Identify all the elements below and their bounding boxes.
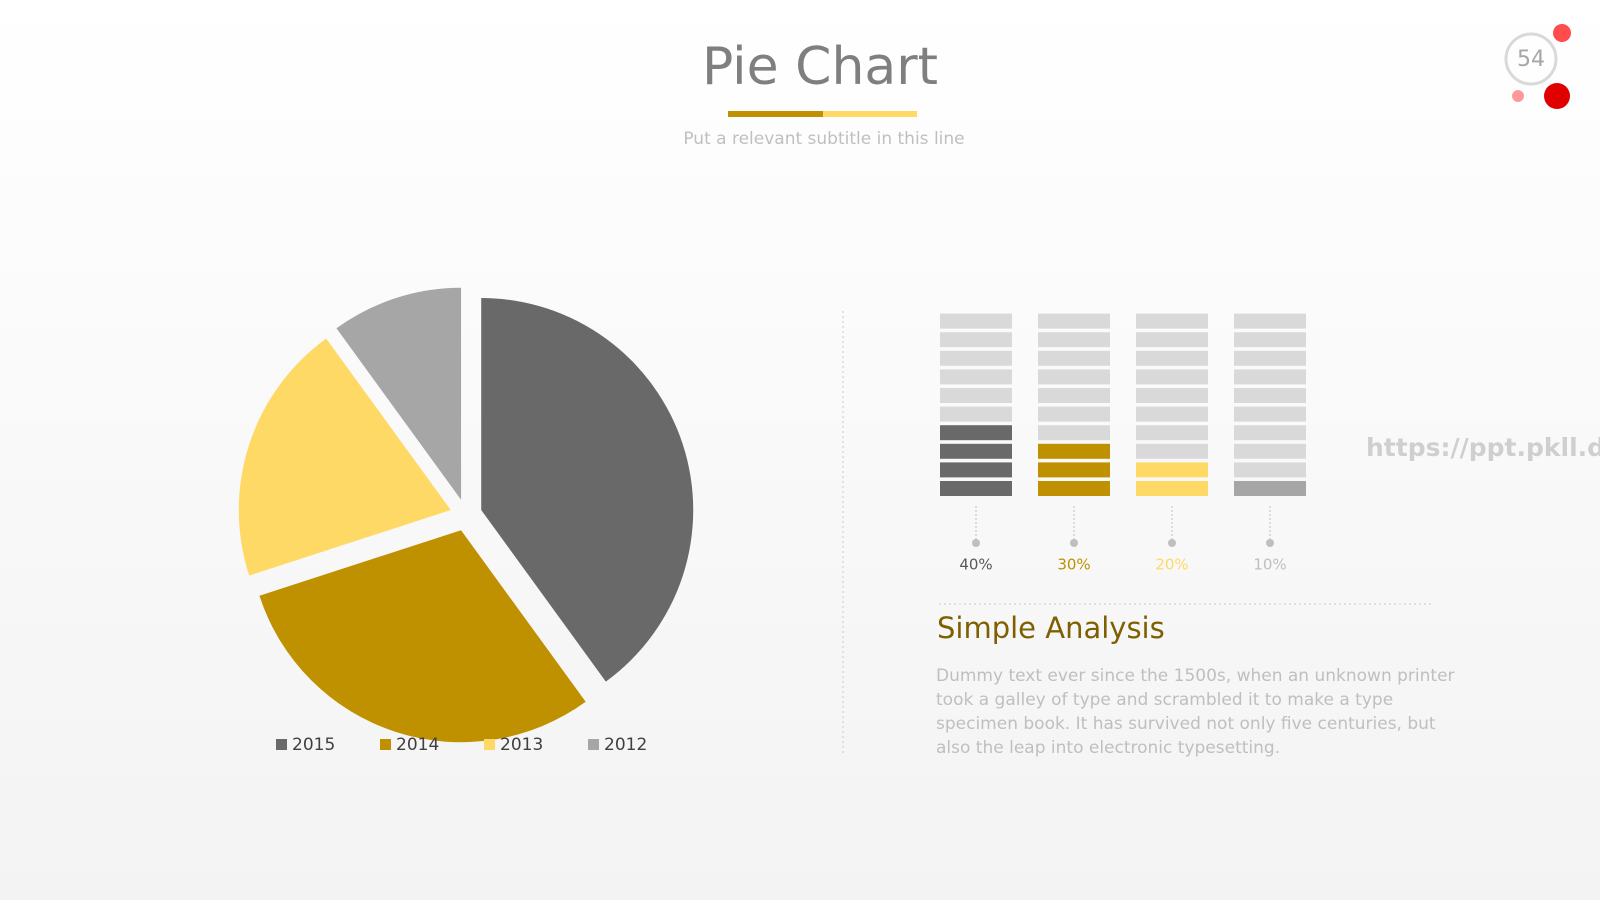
- value-label: 20%: [1155, 556, 1188, 574]
- decor-dot: [1544, 83, 1570, 109]
- legend-swatch: [588, 739, 599, 750]
- title-underline: [823, 111, 917, 117]
- heading: Simple Analysis: [937, 611, 1165, 645]
- empty-block: [1234, 425, 1306, 441]
- level-block: [940, 481, 1012, 496]
- legend-swatch: [484, 739, 495, 750]
- pie-slice: [336, 287, 462, 500]
- level-block: [1038, 443, 1110, 459]
- empty-block: [1136, 406, 1208, 422]
- level-block: [1136, 481, 1208, 496]
- empty-block: [940, 388, 1012, 403]
- empty-block: [1234, 313, 1306, 329]
- empty-block: [1038, 332, 1110, 348]
- empty-block: [1136, 443, 1208, 459]
- title: Pie Chart: [702, 37, 938, 97]
- empty-block: [1234, 332, 1306, 348]
- empty-block: [940, 369, 1012, 385]
- connector-dot: [1070, 539, 1078, 547]
- legend-swatch: [380, 739, 391, 750]
- empty-block: [940, 406, 1012, 422]
- empty-block: [940, 332, 1012, 348]
- value-label: 40%: [959, 556, 992, 574]
- page-badge: [1504, 32, 1558, 86]
- connector-dot: [972, 539, 980, 547]
- empty-block: [1234, 350, 1306, 366]
- empty-block: [1038, 425, 1110, 441]
- level-block: [940, 425, 1012, 441]
- page-number: 54: [1517, 47, 1545, 72]
- empty-block: [1038, 313, 1110, 329]
- empty-block: [1234, 462, 1306, 478]
- body-text: Dummy text ever since the 1500s, when an…: [936, 666, 1455, 758]
- empty-block: [1136, 425, 1208, 441]
- empty-block: [1234, 406, 1306, 422]
- legend-label: 2014: [396, 735, 439, 755]
- pie-slice: [259, 530, 586, 743]
- empty-block: [1234, 369, 1306, 385]
- empty-block: [1234, 443, 1306, 459]
- empty-block: [1234, 388, 1306, 403]
- legend-swatch: [276, 739, 287, 750]
- pie-slice: [481, 298, 694, 682]
- value-label: 30%: [1057, 556, 1090, 574]
- empty-block: [1136, 350, 1208, 366]
- value-label: 10%: [1253, 556, 1286, 574]
- empty-block: [940, 313, 1012, 329]
- level-block: [1038, 462, 1110, 478]
- empty-block: [1038, 369, 1110, 385]
- pie-slice: [238, 338, 451, 576]
- decor-dot: [1553, 24, 1571, 42]
- subtitle: Put a relevant subtitle in this line: [683, 129, 964, 149]
- empty-block: [1136, 369, 1208, 385]
- empty-block: [1038, 388, 1110, 403]
- title-underline: [728, 111, 823, 117]
- level-block: [1038, 481, 1110, 496]
- legend-label: 2015: [292, 735, 335, 755]
- empty-block: [1038, 406, 1110, 422]
- decor-dot: [1512, 90, 1524, 102]
- level-block: [940, 462, 1012, 478]
- level-block: [1234, 481, 1306, 496]
- legend-label: 2012: [604, 735, 647, 755]
- empty-block: [1136, 313, 1208, 329]
- watermark: https://ppt.pkll.de: [1366, 433, 1600, 462]
- legend-label: 2013: [500, 735, 543, 755]
- empty-block: [940, 350, 1012, 366]
- empty-block: [1136, 388, 1208, 403]
- connector-dot: [1168, 539, 1176, 547]
- empty-block: [1136, 332, 1208, 348]
- level-block: [1136, 462, 1208, 478]
- level-block: [940, 443, 1012, 459]
- connector-dot: [1266, 539, 1274, 547]
- empty-block: [1038, 350, 1110, 366]
